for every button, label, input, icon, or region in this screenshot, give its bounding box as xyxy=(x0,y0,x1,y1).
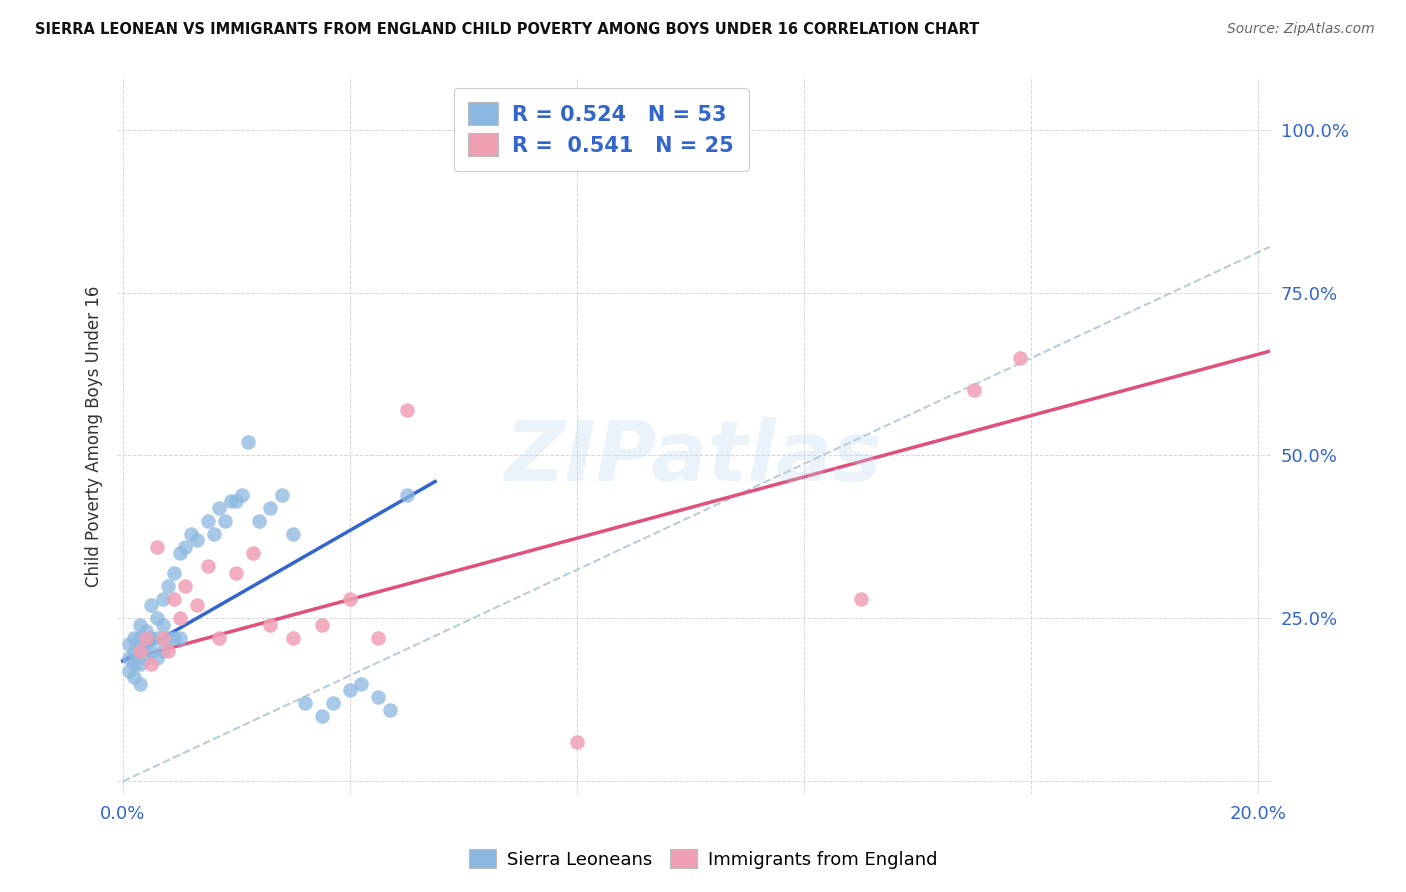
Point xyxy=(311,709,333,723)
Legend: R = 0.524   N = 53, R =  0.541   N = 25: R = 0.524 N = 53, R = 0.541 N = 25 xyxy=(454,87,748,170)
Point xyxy=(122,644,145,658)
Point xyxy=(242,546,264,560)
Text: ZIPatlas: ZIPatlas xyxy=(505,417,883,498)
Point xyxy=(395,487,418,501)
Point xyxy=(225,494,247,508)
Point xyxy=(311,618,333,632)
Point xyxy=(322,696,344,710)
Point xyxy=(236,435,259,450)
Point xyxy=(395,402,418,417)
Point xyxy=(129,618,152,632)
Point xyxy=(117,664,139,678)
Point xyxy=(117,650,139,665)
Point xyxy=(152,644,174,658)
Point xyxy=(180,526,202,541)
Point xyxy=(214,514,236,528)
Point xyxy=(197,514,219,528)
Point xyxy=(135,631,157,645)
Point xyxy=(141,599,163,613)
Point xyxy=(129,657,152,671)
Point xyxy=(146,631,169,645)
Point xyxy=(129,644,152,658)
Point xyxy=(141,657,163,671)
Point xyxy=(378,703,401,717)
Point xyxy=(117,637,139,651)
Point xyxy=(152,618,174,632)
Point xyxy=(135,650,157,665)
Point xyxy=(152,591,174,606)
Point xyxy=(174,579,197,593)
Y-axis label: Child Poverty Among Boys Under 16: Child Poverty Among Boys Under 16 xyxy=(86,285,103,587)
Point xyxy=(146,540,169,554)
Point xyxy=(129,676,152,690)
Point xyxy=(135,637,157,651)
Point xyxy=(231,487,253,501)
Point xyxy=(270,487,292,501)
Point xyxy=(186,599,208,613)
Point xyxy=(339,591,361,606)
Legend: Sierra Leoneans, Immigrants from England: Sierra Leoneans, Immigrants from England xyxy=(461,842,945,876)
Point xyxy=(163,631,186,645)
Point xyxy=(122,631,145,645)
Point xyxy=(283,631,305,645)
Point xyxy=(157,644,180,658)
Point xyxy=(367,631,389,645)
Point xyxy=(174,540,197,554)
Point xyxy=(208,631,231,645)
Point xyxy=(963,384,986,398)
Point xyxy=(135,624,157,639)
Point xyxy=(141,644,163,658)
Point xyxy=(169,631,191,645)
Point xyxy=(208,500,231,515)
Point xyxy=(157,631,180,645)
Point xyxy=(152,631,174,645)
Point xyxy=(129,644,152,658)
Point xyxy=(186,533,208,548)
Point xyxy=(565,735,588,749)
Point xyxy=(163,566,186,580)
Point xyxy=(169,611,191,625)
Text: Source: ZipAtlas.com: Source: ZipAtlas.com xyxy=(1227,22,1375,37)
Point xyxy=(849,591,872,606)
Point xyxy=(294,696,316,710)
Point xyxy=(163,591,186,606)
Point xyxy=(129,631,152,645)
Point xyxy=(202,526,225,541)
Point xyxy=(157,579,180,593)
Point xyxy=(679,122,702,136)
Point xyxy=(367,690,389,704)
Point xyxy=(350,676,373,690)
Text: SIERRA LEONEAN VS IMMIGRANTS FROM ENGLAND CHILD POVERTY AMONG BOYS UNDER 16 CORR: SIERRA LEONEAN VS IMMIGRANTS FROM ENGLAN… xyxy=(35,22,980,37)
Point xyxy=(1008,351,1031,365)
Point xyxy=(141,631,163,645)
Point xyxy=(259,500,281,515)
Point xyxy=(169,546,191,560)
Point xyxy=(146,611,169,625)
Point xyxy=(259,618,281,632)
Point xyxy=(339,683,361,698)
Point xyxy=(247,514,270,528)
Point xyxy=(122,670,145,684)
Point xyxy=(225,566,247,580)
Point xyxy=(197,559,219,574)
Point xyxy=(122,657,145,671)
Point xyxy=(146,650,169,665)
Point xyxy=(219,494,242,508)
Point xyxy=(283,526,305,541)
